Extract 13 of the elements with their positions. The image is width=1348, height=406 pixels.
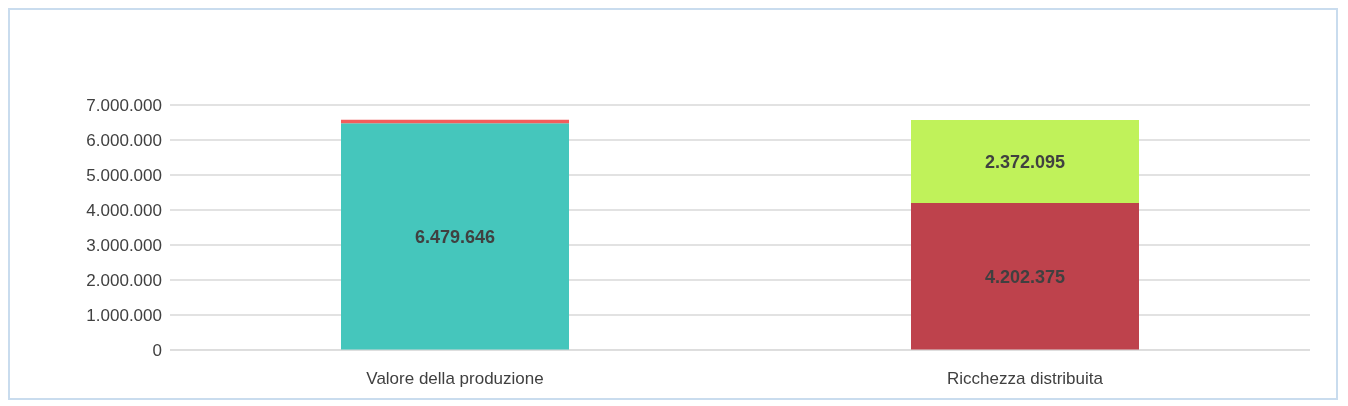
y-tick-label: 3.000.000: [86, 236, 162, 256]
y-tick-label: 0: [152, 341, 162, 361]
x-tick-label: Valore della produzione: [366, 369, 544, 389]
data-label: 6.479.646: [414, 227, 496, 247]
data-label: 4.202.375: [984, 266, 1066, 287]
y-tick-label: 6.000.000: [86, 131, 162, 151]
data-label: 2.372.095: [984, 151, 1066, 172]
x-tick-label: Ricchezza distribuita: [947, 369, 1104, 389]
y-tick-label: 2.000.000: [86, 271, 162, 291]
y-tick-label: 1.000.000: [86, 306, 162, 326]
y-tick-label: 7.000.000: [86, 96, 162, 116]
y-tick-label: 4.000.000: [86, 201, 162, 221]
y-tick-label: 5.000.000: [86, 166, 162, 186]
